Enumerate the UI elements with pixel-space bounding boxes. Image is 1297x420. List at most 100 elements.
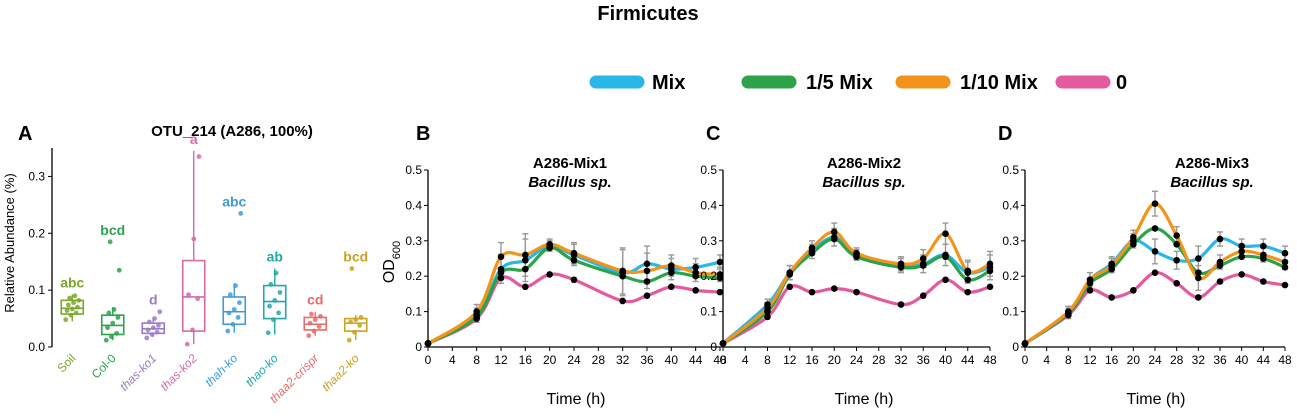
panel-b-point-mix bbox=[643, 260, 651, 268]
panel-c-xtick-label: 12 bbox=[783, 353, 797, 367]
panel-b-point-zero bbox=[619, 297, 626, 305]
panel-d-point-zero bbox=[1130, 287, 1137, 294]
panel-d-point-1-10-mix bbox=[1216, 258, 1224, 266]
panel-c-point-1-10-mix bbox=[719, 340, 727, 347]
panel-a-significance-label: d bbox=[149, 292, 158, 308]
panel-c-point-1-10-mix bbox=[942, 230, 949, 238]
panel-b-ylabel: OD600 bbox=[381, 241, 403, 283]
panel-d-point-zero bbox=[1173, 279, 1180, 287]
panel-a-point bbox=[109, 334, 114, 340]
panel-a-category-label: Col-0 bbox=[89, 351, 119, 381]
panel-a-point bbox=[190, 327, 195, 333]
panel-d-point-mix bbox=[1216, 235, 1224, 243]
panel-d-point-zero bbox=[1086, 287, 1094, 294]
legend-label-mix: Mix bbox=[652, 72, 685, 94]
panel-c-point-1-5-mix bbox=[919, 262, 927, 269]
panel-a-point bbox=[276, 310, 282, 316]
panel-b-point-zero bbox=[668, 283, 675, 291]
panel-b-subtitle: Bacillus sp. bbox=[528, 174, 611, 191]
panel-d-xlabel: Time (h) bbox=[1127, 391, 1186, 408]
panel-b-xtick-label: 16 bbox=[519, 353, 533, 367]
panel-d-xtick-label: 0 bbox=[1022, 353, 1029, 367]
panel-b-xtick-label: 48 bbox=[713, 353, 727, 367]
panel-d-point-zero bbox=[1216, 278, 1224, 285]
panel-b-ylabel-main: OD bbox=[381, 259, 398, 283]
panel-a-point bbox=[233, 283, 238, 288]
panel-c-xtick-label: 28 bbox=[872, 353, 886, 367]
panel-d-point-1-5-mix bbox=[1151, 225, 1159, 232]
panel-c-xtick-label: 8 bbox=[764, 353, 771, 367]
panel-a-point bbox=[116, 267, 122, 273]
panel-a-category-label: Soil bbox=[54, 351, 78, 375]
panel-a-point bbox=[152, 316, 157, 321]
panel-b-xtick-label: 4 bbox=[449, 353, 456, 367]
panel-a-point bbox=[271, 317, 276, 323]
panel-a-point bbox=[308, 311, 314, 317]
panel-letter-a: A bbox=[18, 123, 32, 145]
panel-a-significance-label: abc bbox=[60, 275, 84, 291]
panel-a-point bbox=[68, 312, 74, 318]
panel-a-point bbox=[226, 310, 232, 316]
panel-a-point bbox=[312, 317, 318, 323]
panel-b-xlabel: Time (h) bbox=[547, 391, 606, 408]
panel-b-point-1-10-mix bbox=[546, 241, 553, 248]
panel-a-ytick-label: 0.2 bbox=[28, 226, 45, 240]
panel-b-xtick-label: 40 bbox=[665, 353, 679, 367]
panel-b-xtick-label: 0 bbox=[425, 353, 432, 367]
panel-d-point-1-10-mix bbox=[1260, 251, 1267, 259]
panel-a-point bbox=[149, 332, 155, 337]
panel-a-point bbox=[235, 315, 241, 320]
panel-d-ytick-label: 0.1 bbox=[1002, 305, 1019, 319]
panel-c-point-zero bbox=[830, 285, 838, 292]
panel-c-point-zero bbox=[786, 283, 794, 291]
panel-b-point-zero bbox=[692, 287, 699, 294]
panel-d-point-1-10-mix bbox=[1151, 200, 1159, 207]
panel-b-ylabel-sub: 600 bbox=[391, 241, 403, 259]
panel-b-point-zero bbox=[643, 292, 651, 299]
panel-b-point-1-10-mix bbox=[497, 253, 505, 261]
panel-c-xtick-label: 0 bbox=[720, 353, 727, 367]
panel-b-point-mix bbox=[692, 264, 699, 271]
panel-c-xtick-label: 32 bbox=[894, 353, 908, 367]
panel-a-significance-label: abc bbox=[222, 193, 246, 209]
panel-c-xtick-label: 36 bbox=[917, 353, 931, 367]
panel-d-xtick-label: 36 bbox=[1213, 353, 1227, 367]
panel-a-point bbox=[114, 330, 120, 336]
panel-a-point bbox=[352, 329, 357, 335]
panel-c-point-zero bbox=[808, 288, 816, 296]
panel-a-significance-label: a bbox=[190, 131, 198, 147]
panel-c-xtick-label: 20 bbox=[828, 353, 842, 367]
panel-a-category-label: thah-ko bbox=[202, 351, 240, 389]
panel-a-point bbox=[145, 327, 151, 333]
panel-d-ytick-label: 0 bbox=[1012, 340, 1019, 354]
panel-a-point bbox=[184, 341, 190, 347]
panel-c-point-1-5-mix bbox=[964, 276, 972, 284]
panel-d-point-zero bbox=[1281, 281, 1289, 289]
panel-d-point-1-10-mix bbox=[1130, 233, 1137, 241]
panel-c-xtick-label: 48 bbox=[983, 353, 997, 367]
legend-label-1-5-mix: 1/5 Mix bbox=[806, 72, 873, 94]
panel-letter-d: D bbox=[998, 123, 1012, 145]
panel-a-title: OTU_214 (A286, 100%) bbox=[151, 123, 313, 140]
panel-a-point bbox=[103, 337, 109, 343]
panel-a-category-label: thas-ko1 bbox=[117, 351, 159, 393]
panel-a-point bbox=[186, 292, 191, 298]
panel-d-point-mix bbox=[1238, 242, 1245, 250]
panel-a-point bbox=[69, 306, 75, 312]
panel-a-point bbox=[306, 333, 312, 339]
panel-c-point-zero bbox=[897, 301, 905, 308]
panel-d-point-zero bbox=[1260, 278, 1267, 285]
panel-letter-b: B bbox=[416, 123, 430, 145]
panel-b-point-zero bbox=[522, 283, 529, 291]
panel-d-point-1-10-mix bbox=[1065, 308, 1072, 315]
panel-b-point-zero bbox=[546, 271, 553, 278]
panel-a-point bbox=[273, 270, 279, 276]
panel-d-point-mix bbox=[1195, 255, 1202, 262]
panel-d-ytick-label: 0.5 bbox=[1002, 163, 1019, 177]
panel-a-point bbox=[231, 307, 237, 312]
panel-a-point bbox=[225, 328, 231, 334]
panel-d-title: A286-Mix3 bbox=[1175, 155, 1249, 172]
panel-d-point-1-10-mix bbox=[1173, 232, 1180, 239]
panel-c-point-1-5-mix bbox=[942, 253, 949, 261]
panel-c-point-zero bbox=[942, 276, 949, 284]
